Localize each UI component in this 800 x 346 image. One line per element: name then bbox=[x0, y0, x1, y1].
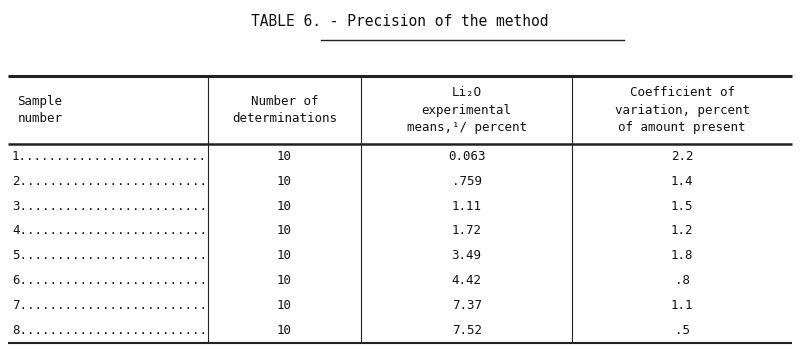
Text: 1.4: 1.4 bbox=[671, 175, 694, 188]
Text: Sample
number: Sample number bbox=[18, 95, 62, 125]
Text: 3.49: 3.49 bbox=[452, 249, 482, 262]
Text: 1.........................: 1......................... bbox=[12, 150, 207, 163]
Text: 2.........................: 2......................... bbox=[12, 175, 207, 188]
Text: Coefficient of
variation, percent
of amount present: Coefficient of variation, percent of amo… bbox=[614, 86, 750, 134]
Text: 10: 10 bbox=[277, 324, 292, 337]
Text: 2.2: 2.2 bbox=[671, 150, 694, 163]
Text: 10: 10 bbox=[277, 299, 292, 312]
Text: 1.1: 1.1 bbox=[671, 299, 694, 312]
Text: 1.2: 1.2 bbox=[671, 225, 694, 237]
Text: 10: 10 bbox=[277, 200, 292, 212]
Text: 10: 10 bbox=[277, 225, 292, 237]
Text: 4.42: 4.42 bbox=[452, 274, 482, 287]
Text: .5: .5 bbox=[674, 324, 690, 337]
Text: 7.........................: 7......................... bbox=[12, 299, 207, 312]
Text: 4.........................: 4......................... bbox=[12, 225, 207, 237]
Text: 0.063: 0.063 bbox=[448, 150, 486, 163]
Text: 10: 10 bbox=[277, 150, 292, 163]
Text: Number of
determinations: Number of determinations bbox=[232, 95, 337, 125]
Text: .8: .8 bbox=[674, 274, 690, 287]
Text: TABLE 6. - Precision of the method: TABLE 6. - Precision of the method bbox=[251, 14, 549, 29]
Text: 1.5: 1.5 bbox=[671, 200, 694, 212]
Text: 1.8: 1.8 bbox=[671, 249, 694, 262]
Text: 5.........................: 5......................... bbox=[12, 249, 207, 262]
Text: 8.........................: 8......................... bbox=[12, 324, 207, 337]
Text: 7.37: 7.37 bbox=[452, 299, 482, 312]
Text: 1.11: 1.11 bbox=[452, 200, 482, 212]
Text: 3.........................: 3......................... bbox=[12, 200, 207, 212]
Text: 6.........................: 6......................... bbox=[12, 274, 207, 287]
Text: 10: 10 bbox=[277, 249, 292, 262]
Text: 1.72: 1.72 bbox=[452, 225, 482, 237]
Text: Li₂O
experimental
means,¹/ percent: Li₂O experimental means,¹/ percent bbox=[406, 86, 526, 134]
Text: 10: 10 bbox=[277, 274, 292, 287]
Text: 7.52: 7.52 bbox=[452, 324, 482, 337]
Text: .759: .759 bbox=[452, 175, 482, 188]
Text: 10: 10 bbox=[277, 175, 292, 188]
